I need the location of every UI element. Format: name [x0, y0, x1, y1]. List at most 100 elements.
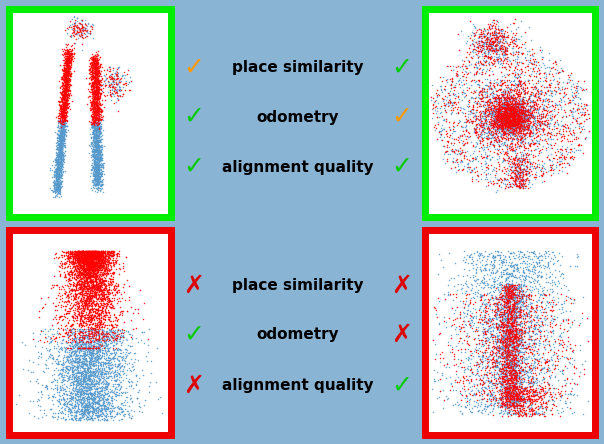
Point	[78, 327, 88, 334]
Point	[59, 119, 69, 127]
Point	[504, 111, 514, 119]
Point	[76, 376, 85, 383]
Point	[80, 258, 90, 265]
Point	[57, 119, 66, 127]
Point	[94, 154, 103, 161]
Point	[477, 252, 486, 259]
Point	[54, 111, 64, 119]
Point	[510, 127, 520, 134]
Point	[471, 361, 480, 369]
Point	[448, 101, 457, 108]
Point	[86, 349, 95, 356]
Point	[113, 405, 123, 412]
Point	[500, 155, 509, 162]
Point	[89, 63, 99, 70]
Point	[79, 389, 89, 396]
Point	[480, 37, 489, 44]
Point	[87, 59, 97, 66]
Point	[520, 339, 530, 346]
Point	[508, 376, 518, 383]
Point	[98, 249, 108, 256]
Point	[83, 265, 93, 272]
Point	[490, 97, 500, 104]
Point	[76, 281, 85, 288]
Point	[80, 351, 89, 358]
Point	[120, 405, 130, 412]
Point	[87, 72, 97, 79]
Point	[83, 254, 93, 261]
Point	[86, 259, 96, 266]
Point	[504, 113, 514, 120]
Point	[79, 409, 88, 416]
Point	[88, 79, 97, 86]
Point	[493, 140, 503, 147]
Point	[114, 87, 124, 94]
Point	[64, 51, 74, 58]
Point	[92, 56, 101, 63]
Point	[97, 178, 106, 186]
Point	[81, 262, 91, 270]
Point	[62, 74, 72, 81]
Point	[508, 345, 518, 353]
Point	[69, 274, 79, 281]
Point	[509, 116, 518, 123]
Point	[507, 322, 517, 329]
Point	[458, 299, 468, 306]
Point	[506, 381, 516, 388]
Point	[522, 162, 532, 169]
Point	[84, 313, 94, 320]
Point	[510, 166, 519, 173]
Point	[63, 310, 73, 317]
Point	[63, 50, 73, 57]
Point	[496, 95, 506, 102]
Point	[97, 309, 107, 316]
Point	[98, 286, 108, 293]
Point	[80, 367, 89, 374]
Point	[92, 337, 101, 344]
Point	[509, 147, 518, 154]
Point	[459, 303, 469, 310]
Point	[504, 118, 514, 125]
Point	[509, 120, 519, 127]
Point	[496, 389, 506, 396]
Point	[499, 103, 509, 110]
Point	[91, 160, 100, 167]
Point	[530, 335, 540, 342]
Point	[507, 113, 516, 120]
Point	[509, 344, 518, 351]
Point	[56, 133, 66, 140]
Point	[81, 389, 91, 396]
Point	[557, 86, 567, 93]
Point	[56, 155, 66, 162]
Point	[512, 111, 522, 118]
Point	[79, 250, 88, 257]
Point	[513, 361, 523, 369]
Point	[95, 82, 105, 89]
Point	[524, 295, 534, 302]
Point	[479, 319, 489, 326]
Point	[91, 57, 101, 64]
Point	[432, 92, 442, 99]
Point	[87, 267, 97, 274]
Point	[503, 266, 512, 273]
Point	[501, 99, 510, 106]
Point	[539, 351, 548, 358]
Point	[498, 255, 508, 262]
Point	[528, 99, 538, 106]
Point	[116, 362, 126, 369]
Point	[503, 333, 512, 340]
Point	[71, 268, 80, 275]
Point	[90, 263, 100, 270]
Point	[501, 375, 510, 382]
Point	[495, 301, 505, 308]
Point	[63, 357, 73, 364]
Point	[533, 139, 543, 147]
Point	[506, 172, 516, 179]
Point	[509, 110, 519, 117]
Point	[93, 60, 103, 67]
Point	[544, 357, 554, 364]
Point	[475, 250, 484, 257]
Point	[494, 373, 504, 380]
Point	[85, 378, 95, 385]
Point	[502, 350, 512, 357]
